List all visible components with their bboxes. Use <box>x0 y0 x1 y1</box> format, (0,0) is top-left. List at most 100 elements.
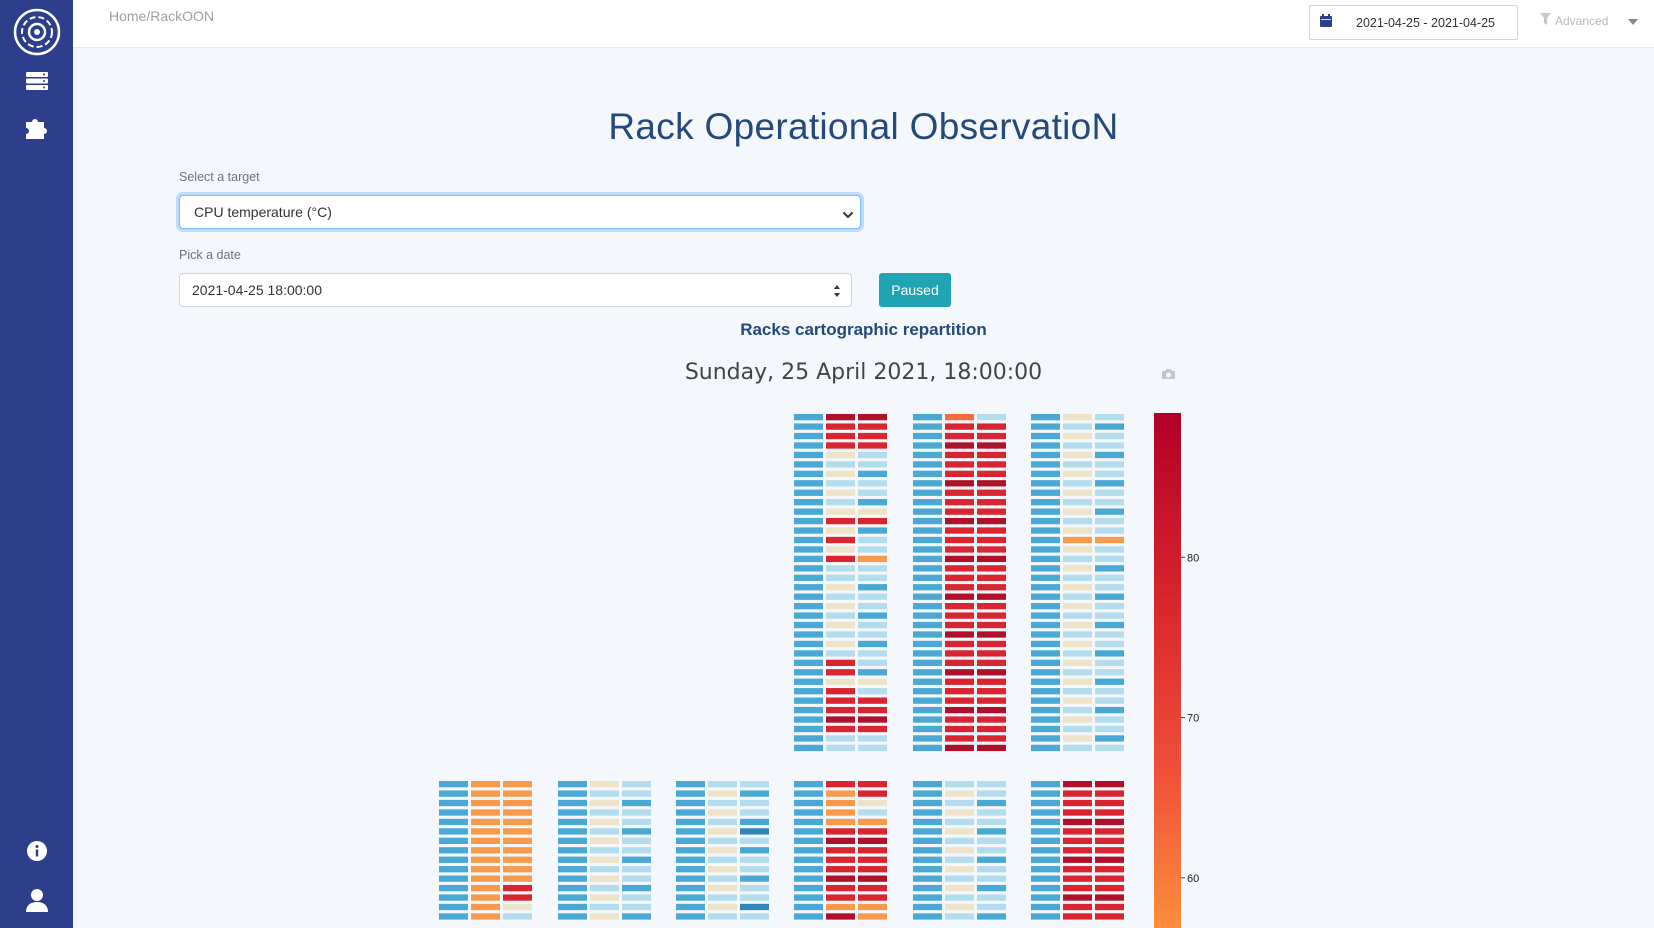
rack-cell[interactable] <box>826 837 855 844</box>
rack-cell[interactable] <box>1095 781 1124 788</box>
rack-cell[interactable] <box>1095 866 1124 873</box>
rack-cell[interactable] <box>913 735 942 742</box>
rack-cell[interactable] <box>826 913 855 920</box>
rack-cell[interactable] <box>1031 565 1060 572</box>
rack-cell[interactable] <box>945 612 974 619</box>
rack-cell[interactable] <box>1031 442 1060 449</box>
rack-cell[interactable] <box>794 414 823 421</box>
rack-cell[interactable] <box>1095 913 1124 920</box>
rack-cell[interactable] <box>1031 414 1060 421</box>
rack-cell[interactable] <box>858 565 887 572</box>
rack-cell[interactable] <box>1063 489 1092 496</box>
rack-cell[interactable] <box>558 847 587 854</box>
rack-cell[interactable] <box>794 735 823 742</box>
rack-cell[interactable] <box>977 678 1006 685</box>
rack-cell[interactable] <box>439 875 468 882</box>
rack-cell[interactable] <box>826 894 855 901</box>
rack-cell[interactable] <box>1031 725 1060 733</box>
rack-cell[interactable] <box>858 574 887 581</box>
rack-cell[interactable] <box>913 621 942 629</box>
rack-cell[interactable] <box>977 790 1006 797</box>
rack-cell[interactable] <box>622 903 651 911</box>
rack-cell[interactable] <box>826 875 855 882</box>
rack-cell[interactable] <box>945 799 974 807</box>
rack-cell[interactable] <box>1063 903 1092 911</box>
rack-cell[interactable] <box>826 659 855 666</box>
breadcrumb-home[interactable]: Home <box>109 8 147 24</box>
rack-cell[interactable] <box>913 442 942 449</box>
rack-cell[interactable] <box>1063 555 1092 563</box>
rack-cell[interactable] <box>1095 790 1124 797</box>
rack-cell[interactable] <box>913 837 942 844</box>
rack-cell[interactable] <box>740 884 769 892</box>
rack-cell[interactable] <box>913 584 942 591</box>
rack-cell[interactable] <box>708 790 737 797</box>
rack-cell[interactable] <box>439 828 468 835</box>
rack-cell[interactable] <box>913 499 942 506</box>
rack-cell[interactable] <box>945 489 974 496</box>
rack-cell[interactable] <box>977 480 1006 487</box>
rack-cell[interactable] <box>858 536 887 544</box>
rack-cell[interactable] <box>1031 894 1060 901</box>
rack-cell[interactable] <box>977 847 1006 854</box>
rack-cell[interactable] <box>590 903 619 911</box>
rack-cell[interactable] <box>1063 866 1092 873</box>
rack-cell[interactable] <box>913 489 942 496</box>
rack-cell[interactable] <box>1095 650 1124 657</box>
rack-cell[interactable] <box>913 856 942 863</box>
rack-cell[interactable] <box>913 903 942 911</box>
rack-cell[interactable] <box>945 650 974 657</box>
rack-cell[interactable] <box>913 818 942 826</box>
rack-cell[interactable] <box>794 593 823 600</box>
rack-cell[interactable] <box>826 603 855 610</box>
rack-cell[interactable] <box>1063 894 1092 901</box>
rack-cell[interactable] <box>913 678 942 685</box>
rack-cell[interactable] <box>471 903 500 911</box>
puzzle-icon[interactable] <box>0 116 73 140</box>
rack-cell[interactable] <box>1063 536 1092 544</box>
rack-cell[interactable] <box>439 913 468 920</box>
rack-cell[interactable] <box>977 499 1006 506</box>
rack-cell[interactable] <box>1031 866 1060 873</box>
rack-cell[interactable] <box>1063 546 1092 553</box>
rack-cell[interactable] <box>826 697 855 704</box>
rack-cell[interactable] <box>439 903 468 911</box>
rack-cell[interactable] <box>1095 565 1124 572</box>
rack-cell[interactable] <box>913 640 942 648</box>
rack-cell[interactable] <box>826 574 855 581</box>
rack-cell[interactable] <box>945 744 974 752</box>
rack-cell[interactable] <box>622 799 651 807</box>
rack-cell[interactable] <box>913 884 942 892</box>
rack-cell[interactable] <box>794 781 823 788</box>
rack-cell[interactable] <box>1031 875 1060 882</box>
rack-cell[interactable] <box>826 612 855 619</box>
rack-cell[interactable] <box>708 837 737 844</box>
rack-cell[interactable] <box>1063 875 1092 882</box>
rack-cell[interactable] <box>740 809 769 816</box>
rack-cell[interactable] <box>977 856 1006 863</box>
rack-cell[interactable] <box>794 659 823 666</box>
rack-cell[interactable] <box>945 470 974 477</box>
rack-cell[interactable] <box>558 866 587 873</box>
rack-cell[interactable] <box>858 612 887 619</box>
rack-cell[interactable] <box>740 856 769 863</box>
paused-button[interactable]: Paused <box>879 273 951 307</box>
rack-cell[interactable] <box>794 631 823 638</box>
rack-cell[interactable] <box>558 856 587 863</box>
rack-cell[interactable] <box>794 517 823 525</box>
rack-cell[interactable] <box>1031 799 1060 807</box>
rack-cell[interactable] <box>913 725 942 733</box>
rack-cell[interactable] <box>977 470 1006 477</box>
rack-cell[interactable] <box>826 744 855 752</box>
rack-cell[interactable] <box>945 499 974 506</box>
rack-cell[interactable] <box>913 828 942 835</box>
rack-cell[interactable] <box>858 781 887 788</box>
rack-cell[interactable] <box>1063 414 1092 421</box>
rack-cell[interactable] <box>1031 697 1060 704</box>
rack-cell[interactable] <box>826 903 855 911</box>
rack-cell[interactable] <box>590 790 619 797</box>
rack-cell[interactable] <box>913 546 942 553</box>
rack-cell[interactable] <box>1031 546 1060 553</box>
rack-cell[interactable] <box>826 584 855 591</box>
rack-cell[interactable] <box>471 866 500 873</box>
